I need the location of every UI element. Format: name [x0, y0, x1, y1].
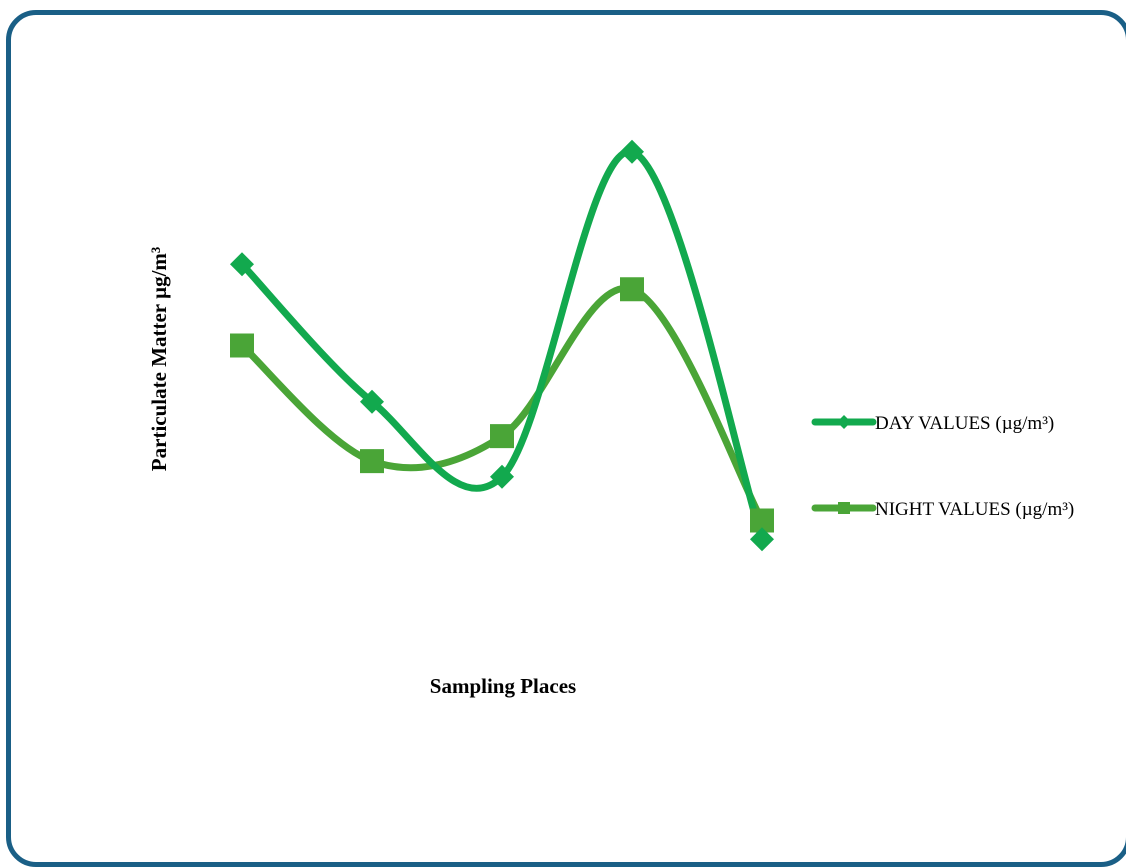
night-point-3	[490, 424, 514, 449]
night-point-4	[620, 277, 644, 302]
legend-marker-day	[837, 415, 851, 429]
day-point-4	[620, 139, 644, 164]
x-axis-label: Sampling Places	[430, 674, 576, 698]
day-point-2	[360, 389, 384, 414]
night-point-1	[230, 333, 254, 358]
legend-marker-night	[838, 502, 850, 514]
series-line-day	[238, 148, 766, 543]
day-point-1	[230, 252, 254, 277]
day-point-3	[490, 464, 514, 489]
legend-label-night: NIGHT VALUES (µg/m³)	[875, 499, 1074, 520]
series-layer	[230, 139, 774, 552]
series-line-night	[238, 284, 766, 524]
legend-label-day: DAY VALUES (µg/m³)	[875, 413, 1054, 434]
night-point-2	[360, 449, 384, 474]
day-point-5	[750, 527, 774, 552]
legend: DAY VALUES (µg/m³) NIGHT VALUES (µg/m³)	[811, 413, 1074, 520]
chart-frame	[6, 10, 1126, 867]
y-axis-label: Particulate Matter µg/m³	[147, 247, 171, 471]
